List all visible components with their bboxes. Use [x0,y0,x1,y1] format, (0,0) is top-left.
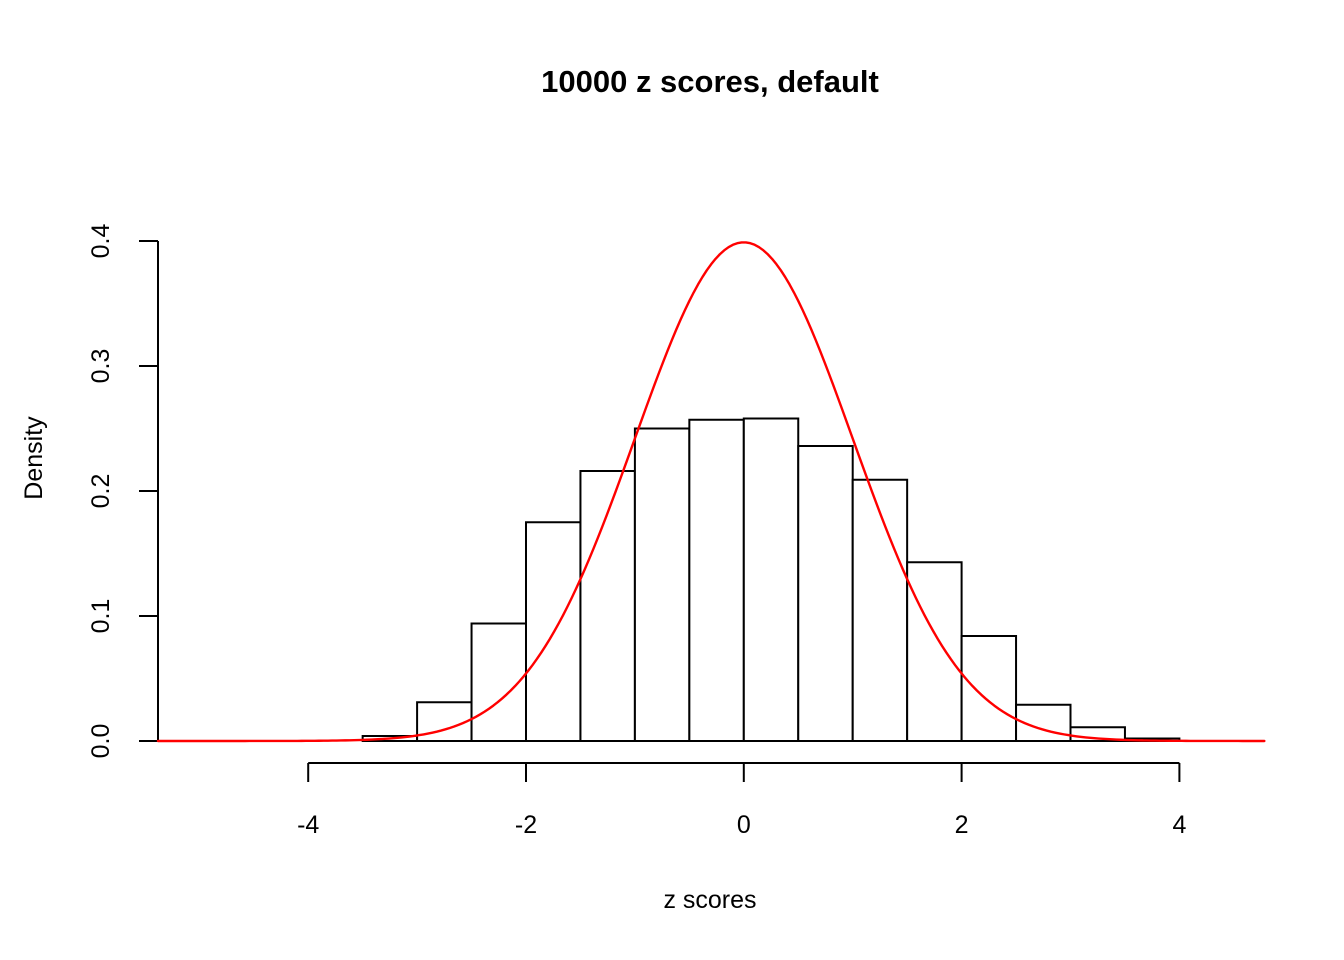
histogram-bar [633,427,691,742]
y-tick-label: 0.3 [87,349,115,384]
chart-title: 10000 z scores, default [541,64,879,99]
x-tick-label: 0 [737,811,751,839]
x-tick-label: 4 [1172,811,1186,839]
histogram-bars [361,417,1181,742]
x-axis-label: z scores [663,886,756,914]
y-tick-label: 0.1 [87,599,115,634]
histogram-bar [470,622,527,742]
x-tick-label: -2 [515,811,537,839]
histogram-bar [742,417,800,742]
x-tick-label: -4 [297,811,319,839]
y-tick-label: 0.4 [87,224,115,259]
normal-curve [156,241,1266,743]
histogram-bar [906,561,963,742]
y-tick-label: 0.2 [87,474,115,509]
histogram-bar [688,418,745,742]
y-axis-label: Density [20,416,48,500]
histogram-bar [851,478,909,742]
histogram-bar [797,445,854,742]
y-tick-label: 0.0 [87,724,115,759]
x-tick-label: 2 [955,811,969,839]
histogram-bar [960,635,1018,742]
normal-curve-layer [156,241,1266,743]
axes: 0.0 0.1 0.2 0.3 0.4 -4 -2 0 2 4 [87,224,1186,839]
